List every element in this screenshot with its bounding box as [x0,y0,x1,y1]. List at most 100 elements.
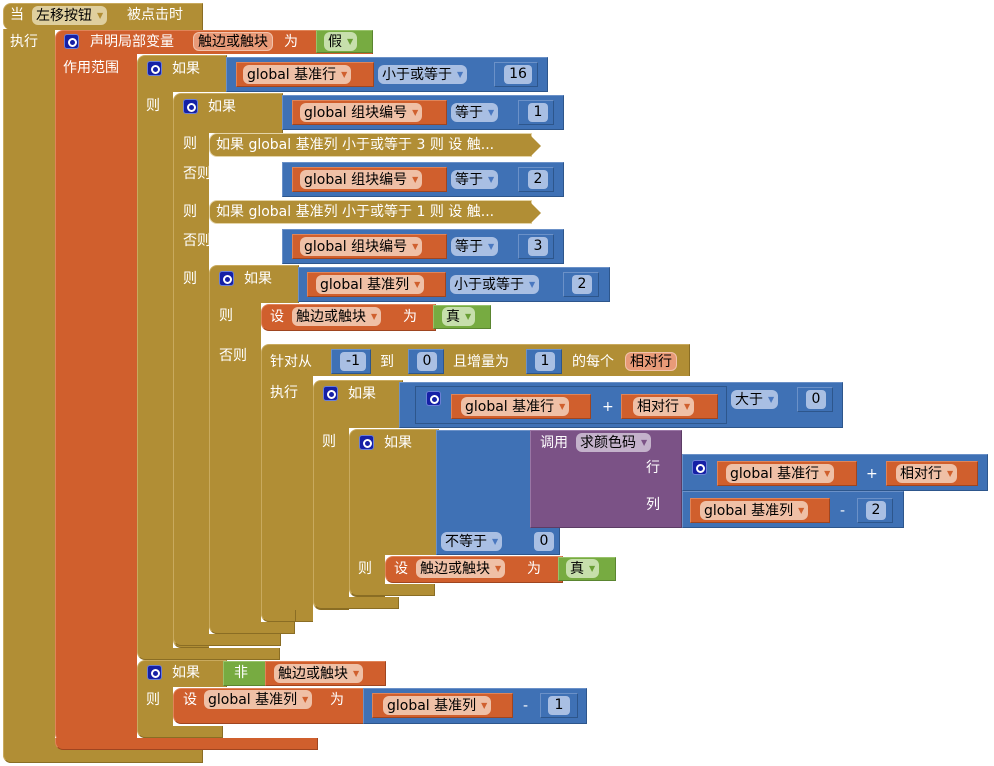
dropdown-arrow-icon: ▼ [412,242,419,251]
number-value[interactable]: 2 [572,275,592,294]
operator-dropdown[interactable]: 小于或等于 ▼ [450,275,540,294]
dropdown-arrow-icon: ▼ [412,108,419,117]
if-block-5[interactable] [349,429,439,555]
variable-dropdown[interactable]: global 组块编号 ▼ [300,237,423,256]
number-value[interactable]: 3 [528,237,548,256]
number-value[interactable]: 0 [534,532,554,551]
variable-dropdown[interactable]: 相对行 ▼ [896,464,958,483]
dropdown-arrow-icon: ▼ [414,280,421,289]
dropdown-arrow-icon: ▼ [641,438,648,447]
mutator-gear-icon[interactable] [323,386,338,401]
component-dropdown[interactable]: 左移按钮 ▼ [32,6,108,25]
variable-name: global 组块编号 [304,172,408,188]
to-label: 为 [330,692,344,708]
mutator-gear-icon[interactable] [219,271,234,286]
operator-dropdown[interactable]: 大于 ▼ [731,390,779,409]
variable-name: 相对行 [637,399,679,415]
dropdown-arrow-icon: ▼ [97,11,104,20]
not-label: 非 [234,665,248,681]
local-variable-as-label: 为 [284,34,298,50]
variable-dropdown[interactable]: 触边或触块 ▼ [416,559,506,578]
dropdown-arrow-icon: ▼ [495,564,502,573]
variable-dropdown[interactable]: global 组块编号 ▼ [300,170,423,189]
dropdown-arrow-icon: ▼ [684,402,691,411]
mutator-gear-icon[interactable] [426,391,441,406]
variable-name: 触边或触块 [278,666,348,682]
boolean-value: 真 [446,309,460,325]
if-label: 如果 [208,99,236,115]
event-suffix: 被点击时 [127,7,183,23]
variable-dropdown[interactable]: global 基准列 ▼ [383,696,492,715]
mutator-gear-icon[interactable] [359,435,374,450]
dropdown-arrow-icon: ▼ [492,537,499,546]
number-value[interactable]: 1 [528,103,548,122]
operator-name: 小于或等于 [382,67,452,83]
then-label: 则 [358,561,372,577]
then-label: 则 [219,308,233,324]
boolean-true-dropdown[interactable]: 真 ▼ [566,559,600,578]
collapsed-if-block-2[interactable]: 如果 global 基准列 小于或等于 1 则 设 触... [209,200,541,224]
dropdown-arrow-icon: ▼ [412,175,419,184]
operator-dropdown[interactable]: 不等于 ▼ [441,532,503,551]
number-value[interactable]: 0 [806,390,826,409]
collapsed-if-block-1[interactable]: 如果 global 基准列 小于或等于 3 则 设 触... [209,133,541,157]
mutator-gear-icon[interactable] [147,61,162,76]
call-label: 调用 [540,435,568,451]
local-variable-name-field[interactable]: 触边或触块 [193,32,273,51]
variable-dropdown[interactable]: 触边或触块 ▼ [292,307,382,326]
dropdown-arrow-icon: ▼ [371,312,378,321]
variable-dropdown[interactable]: 相对行 ▼ [633,397,695,416]
dropdown-arrow-icon: ▼ [947,469,954,478]
if-block-3-footer [209,622,295,634]
variable-name: global 基准列 [320,277,410,293]
then-label: 则 [183,271,197,287]
variable-dropdown[interactable]: 触边或触块 ▼ [274,664,364,683]
mutator-gear-icon[interactable] [64,34,79,49]
if-label: 如果 [348,386,376,402]
for-to-value[interactable]: 0 [417,352,437,371]
operator-dropdown[interactable]: 小于或等于 ▼ [378,65,468,84]
variable-dropdown[interactable]: global 基准列 ▼ [204,690,313,709]
set-label: 设 [270,309,284,325]
mutator-gear-icon[interactable] [692,460,707,475]
mutator-gear-icon[interactable] [183,99,198,114]
variable-name: global 基准列 [208,692,298,708]
for-from-value[interactable]: -1 [340,352,366,371]
variable-dropdown[interactable]: global 基准行 ▼ [461,397,570,416]
if-block-5-footer [349,584,435,596]
number-value[interactable]: 2 [866,501,886,520]
mutator-gear-icon[interactable] [147,665,162,680]
operator-dropdown[interactable]: 等于 ▼ [451,237,499,256]
variable-name: 相对行 [900,466,942,482]
if-label: 如果 [244,271,272,287]
boolean-true-dropdown[interactable]: 真 ▼ [442,307,476,326]
row-arg-label: 行 [646,460,660,476]
elseif-label: 否则，如果 [183,166,253,182]
variable-dropdown[interactable]: global 基准行 ▼ [726,464,835,483]
dropdown-arrow-icon: ▼ [488,175,495,184]
dropdown-arrow-icon: ▼ [798,506,805,515]
number-value[interactable]: 16 [504,65,532,84]
loop-variable-name-field[interactable]: 相对行 [625,352,677,371]
variable-dropdown[interactable]: global 组块编号 ▼ [300,103,423,122]
variable-name: 触边或触块 [296,309,366,325]
for-step-value[interactable]: 1 [535,352,555,371]
number-value[interactable]: 2 [528,170,548,189]
dropdown-arrow-icon: ▼ [481,701,488,710]
operator-dropdown[interactable]: 等于 ▼ [451,103,499,122]
if-block-2-body [173,130,209,648]
then-label: 则 [322,434,336,450]
if-block-1-footer [137,648,280,660]
boolean-false-dropdown[interactable]: 假 ▼ [324,32,358,51]
variable-dropdown[interactable]: global 基准行 ▼ [243,65,352,84]
for-from-label: 针对从 [270,354,312,370]
procedure-dropdown[interactable]: 求颜色码 ▼ [576,433,652,452]
variable-dropdown[interactable]: global 基准列 ▼ [700,501,809,520]
for-to-label: 到 [380,354,394,370]
dropdown-arrow-icon: ▼ [559,402,566,411]
dropdown-arrow-icon: ▼ [529,280,536,289]
operator-dropdown[interactable]: 等于 ▼ [451,170,499,189]
number-value[interactable]: 1 [548,696,570,715]
dropdown-arrow-icon: ▼ [353,669,360,678]
variable-dropdown[interactable]: global 基准列 ▼ [316,275,425,294]
